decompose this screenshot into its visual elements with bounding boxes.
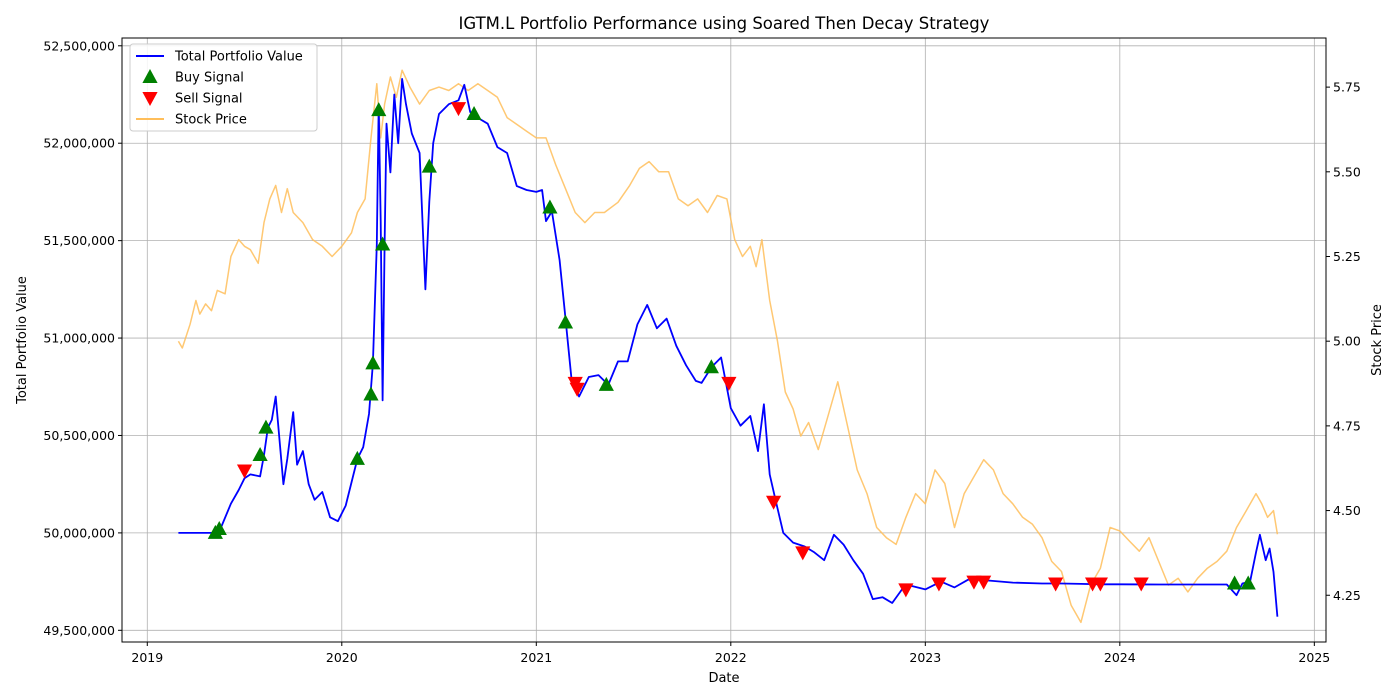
buy-signal-marker — [598, 376, 614, 391]
buy-signal-marker — [557, 314, 574, 329]
legend-label: Buy Signal — [175, 71, 244, 86]
buy-signal-marker — [542, 199, 558, 214]
buy-signal-marker — [371, 102, 387, 117]
buy-signal-marker — [252, 446, 268, 461]
y-tick-label: 51,500,000 — [43, 233, 115, 248]
sell-signal-marker — [1092, 577, 1108, 592]
signals-layer — [207, 102, 1256, 598]
sell-signal-marker — [721, 376, 737, 391]
sell-signal-marker — [795, 546, 811, 561]
buy-signal-marker — [363, 386, 379, 401]
x-tick-label: 2025 — [1298, 650, 1330, 665]
x-tick-label: 2020 — [326, 650, 358, 665]
sell-signal-marker — [966, 575, 982, 590]
chart-title: IGTM.L Portfolio Performance using Soare… — [459, 14, 990, 33]
x-tick-label: 2019 — [131, 650, 163, 665]
buy-signal-marker — [349, 450, 365, 465]
buy-signal-marker — [365, 355, 381, 370]
sell-signal-marker — [450, 102, 467, 117]
legend-label: Stock Price — [175, 113, 247, 128]
x-tick-label: 2023 — [909, 650, 941, 665]
buy-signal-marker — [421, 158, 437, 173]
portfolio-value-layer — [178, 78, 1279, 617]
y-tick-label: 50,000,000 — [43, 525, 115, 540]
sell-signal-marker — [765, 495, 782, 510]
plot-frame — [121, 37, 1327, 643]
y2-tick-label: 4.50 — [1333, 503, 1361, 518]
buy-signal-marker — [211, 520, 227, 535]
buy-signal-marker — [258, 419, 274, 434]
x-axis: 2019 2020 2021 2022 2023 2024 2025 — [131, 642, 1330, 665]
sell-signal-marker — [1133, 577, 1149, 592]
y2-tick-label: 5.00 — [1333, 334, 1361, 349]
x-axis-label: Date — [708, 671, 739, 686]
sell-signal-marker — [1048, 577, 1064, 592]
buy-signal-marker — [703, 359, 719, 374]
y2-axis-label: Stock Price — [1370, 304, 1385, 376]
y-tick-label: 50,500,000 — [43, 428, 115, 443]
sell-signal-marker — [898, 583, 914, 598]
grid-lines — [122, 38, 1326, 642]
legend-label: Total Portfolio Value — [174, 50, 303, 65]
x-tick-label: 2024 — [1104, 650, 1136, 665]
sell-signal-marker — [931, 577, 947, 592]
y-tick-label: 51,000,000 — [43, 331, 115, 346]
x-tick-label: 2021 — [520, 650, 552, 665]
legend: Total Portfolio Value Buy Signal Sell Sign… — [129, 43, 318, 132]
y-axis-right: 4.25 4.50 4.75 5.00 5.25 5.50 5.75 — [1326, 80, 1361, 603]
buy-signal-marker — [466, 105, 482, 120]
buy-signal-marker — [1226, 575, 1243, 590]
legend-label: Sell Signal — [175, 92, 243, 107]
legend-sell-swatch — [142, 92, 158, 106]
portfolio-value-line — [178, 78, 1279, 617]
stock-price-line — [177, 69, 1279, 624]
buy-signal-marker — [375, 236, 391, 251]
y-tick-label: 52,000,000 — [43, 136, 115, 151]
y2-tick-label: 5.75 — [1333, 80, 1361, 95]
legend-box — [129, 43, 318, 132]
sell-signal-marker — [236, 464, 253, 479]
y-tick-label: 52,500,000 — [43, 38, 115, 53]
legend-buy-swatch — [142, 69, 158, 83]
y-axis-left: 49,500,000 50,000,000 50,500,000 51,000,000… — [43, 38, 122, 638]
buy-signal-marker — [1240, 575, 1256, 590]
y-tick-label: 49,500,000 — [43, 623, 115, 638]
sell-signal-marker — [569, 382, 585, 397]
y2-tick-label: 5.25 — [1333, 249, 1361, 264]
sell-signal-marker — [976, 575, 992, 590]
x-tick-label: 2022 — [715, 650, 747, 665]
y-axis-label: Total Portfolio Value — [15, 276, 30, 405]
y2-tick-label: 4.25 — [1333, 588, 1361, 603]
y2-tick-label: 5.50 — [1333, 164, 1361, 179]
y2-tick-label: 4.75 — [1333, 418, 1361, 433]
stock-price-layer — [177, 69, 1279, 624]
